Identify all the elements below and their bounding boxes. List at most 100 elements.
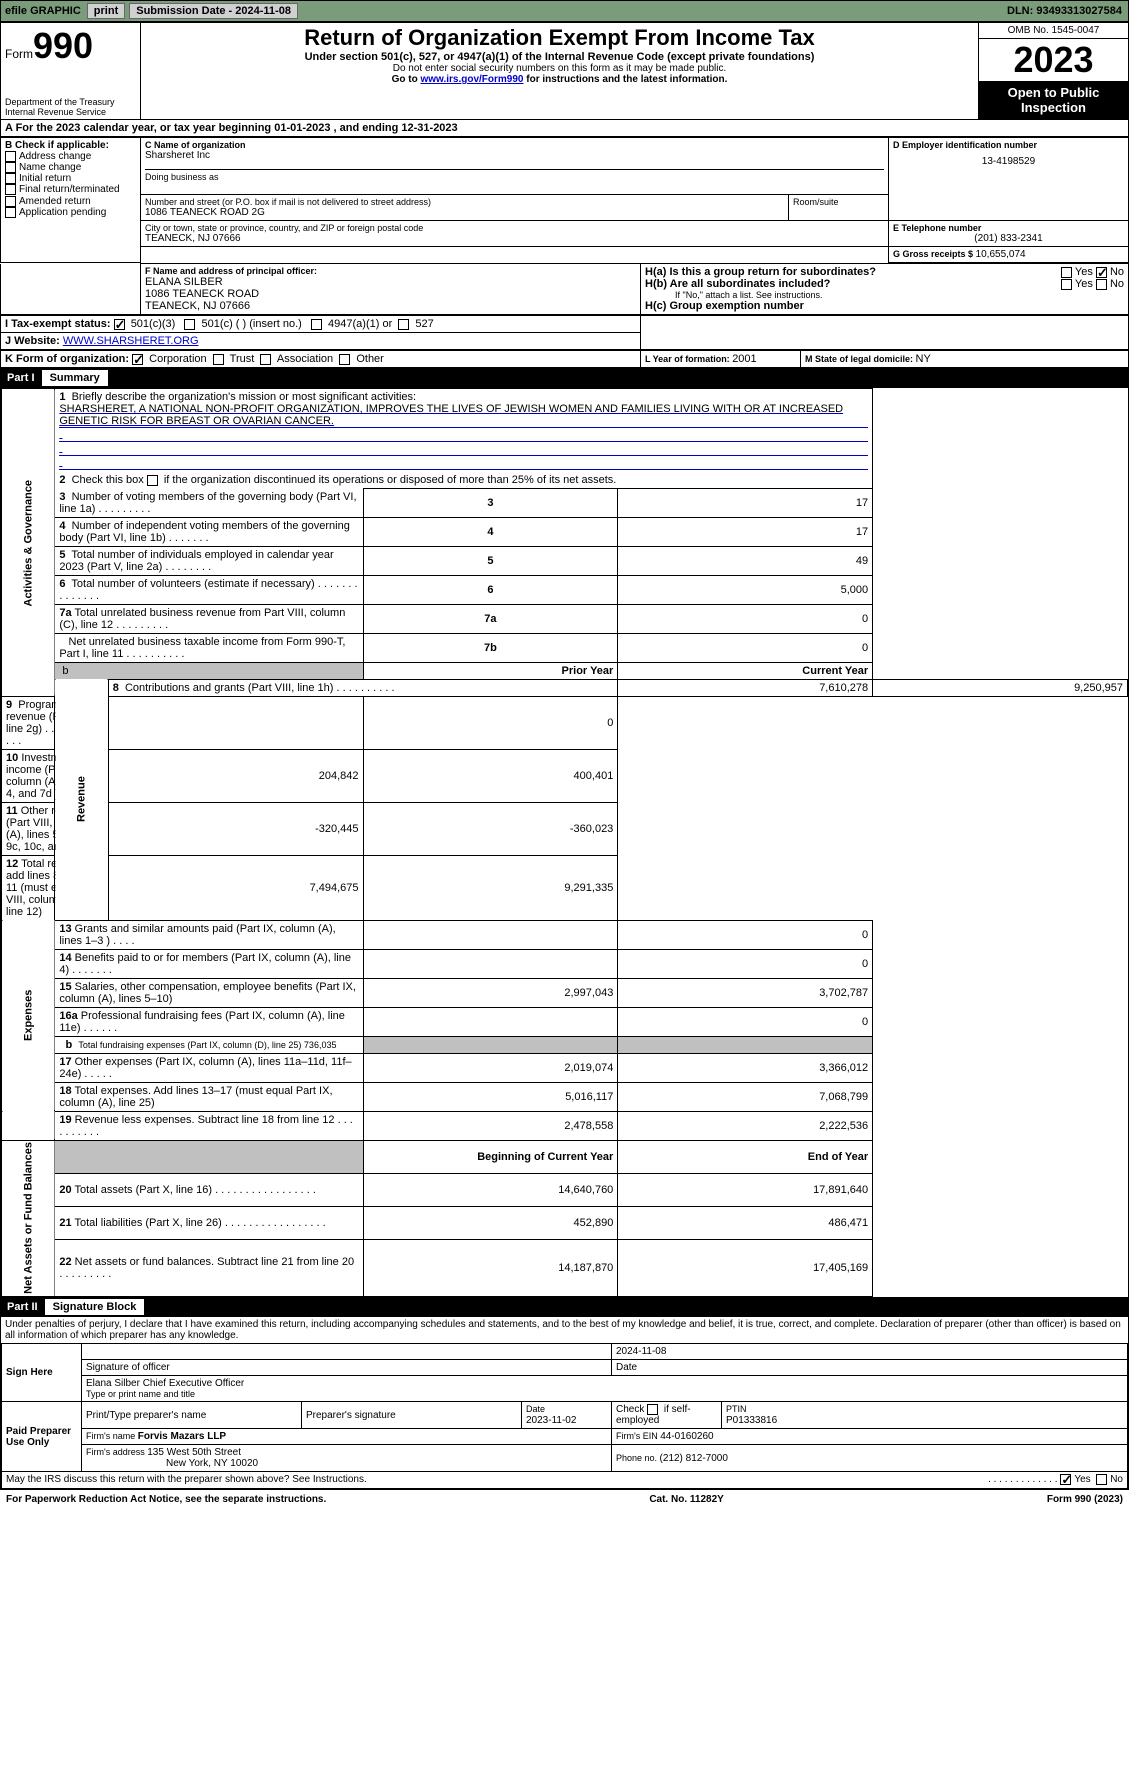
gross-label: G Gross receipts $ — [893, 249, 976, 259]
p12: 7,494,675 — [108, 855, 363, 920]
cb-trust[interactable] — [213, 354, 224, 365]
firm-name-label: Firm's name — [86, 1431, 138, 1441]
prep-sig-label: Preparer's signature — [302, 1402, 522, 1429]
v3: 17 — [618, 489, 873, 518]
phone-value: (212) 812-7000 — [660, 1453, 728, 1464]
c16b-shaded — [618, 1036, 873, 1053]
cb-discuss-no[interactable] — [1096, 1474, 1107, 1485]
mission-text: SHARSHERET, A NATIONAL NON-PROFIT ORGANI… — [59, 403, 868, 428]
p17: 2,019,074 — [363, 1053, 618, 1082]
ein-label: D Employer identification number — [893, 140, 1124, 150]
cb-initial-return[interactable]: Initial return — [5, 173, 136, 184]
line16a: Professional fundraising fees (Part IX, … — [59, 1010, 345, 1034]
section-i-j: I Tax-exempt status: 501(c)(3) 501(c) ( … — [0, 315, 1129, 350]
phone-label: Phone no. — [616, 1453, 660, 1463]
hb-yes[interactable] — [1061, 279, 1072, 290]
c3-label: 501(c)(3) — [131, 318, 176, 330]
top-bar: efile GRAPHIC print Submission Date - 20… — [0, 0, 1129, 22]
vert-exp: Expenses — [2, 920, 55, 1111]
part-i-label: Part I — [7, 372, 35, 384]
h-b: H(b) Are all subordinates included? Yes … — [645, 278, 1124, 290]
inspection-box: Open to Public Inspection — [979, 81, 1128, 119]
vert-net: Net Assets or Fund Balances — [2, 1140, 55, 1297]
cb-other[interactable] — [339, 354, 350, 365]
dln: DLN: 93493313027584 — [1007, 5, 1128, 17]
firm-addr-label: Firm's address — [86, 1447, 147, 1457]
dln-label: DLN: — [1007, 5, 1036, 17]
cb-discuss-yes[interactable] — [1060, 1474, 1071, 1485]
line5: Total number of individuals employed in … — [59, 549, 333, 573]
tel-label: E Telephone number — [893, 223, 1124, 233]
p14 — [363, 949, 618, 978]
line19: Revenue less expenses. Subtract line 18 … — [75, 1114, 335, 1126]
p11: -320,445 — [108, 802, 363, 855]
city-value: TEANECK, NJ 07666 — [145, 233, 884, 244]
mission-blank1 — [59, 428, 868, 442]
cb-address-change[interactable]: Address change — [5, 151, 136, 162]
gross-value: 10,655,074 — [976, 249, 1026, 260]
irs-link[interactable]: www.irs.gov/Form990 — [420, 74, 523, 85]
firm-ein: 44-0160260 — [660, 1431, 713, 1442]
officer-name: ELANA SILBER — [145, 276, 636, 288]
line16b: Total fundraising expenses (Part IX, col… — [78, 1040, 336, 1050]
period-line: A For the 2023 calendar year, or tax yea… — [0, 120, 1129, 137]
cb-app-pending[interactable]: Application pending — [5, 207, 136, 218]
p16b-shaded — [363, 1036, 618, 1053]
cb-label: Amended return — [19, 196, 91, 207]
cb-line2[interactable] — [147, 475, 158, 486]
part-i-header: Part I Summary — [1, 368, 1128, 388]
cb-final-return[interactable]: Final return/terminated — [5, 184, 136, 195]
addr-value: 1086 TEANECK ROAD 2G — [145, 207, 784, 218]
cat-no: Cat. No. 11282Y — [649, 1494, 723, 1505]
cb-label: Address change — [19, 151, 91, 162]
discuss-text: May the IRS discuss this return with the… — [6, 1474, 367, 1485]
m-label: M State of legal domicile: — [805, 354, 916, 364]
cb-4947[interactable] — [311, 319, 322, 330]
submission-date-button[interactable]: Submission Date - 2024-11-08 — [129, 3, 298, 19]
hb-no[interactable] — [1096, 279, 1107, 290]
trust-label: Trust — [230, 353, 255, 365]
sign-here: Sign Here — [2, 1344, 82, 1402]
period-a: A For the 2023 calendar year, or tax yea… — [5, 122, 274, 134]
c19: 2,222,536 — [618, 1111, 873, 1140]
k-label: K Form of organization: — [5, 353, 129, 365]
ha-no[interactable] — [1096, 267, 1107, 278]
name-label: C Name of organization — [145, 140, 884, 150]
cb-527[interactable] — [398, 319, 409, 330]
part-ii-label: Part II — [7, 1301, 38, 1313]
print-button[interactable]: print — [87, 3, 125, 19]
period-mid: , and ending — [334, 122, 402, 134]
v7a: 0 — [618, 604, 873, 633]
goto-note: Go to www.irs.gov/Form990 for instructio… — [145, 74, 974, 85]
cb-501c3[interactable] — [114, 319, 125, 330]
mission-blank3 — [59, 456, 868, 470]
other-label: Other — [356, 353, 384, 365]
v4: 17 — [618, 517, 873, 546]
yes-label: Yes — [1075, 266, 1093, 278]
corp-label: Corporation — [149, 353, 206, 365]
tax-year: 2023 — [979, 39, 1128, 81]
cb-assoc[interactable] — [260, 354, 271, 365]
cb-self-emp[interactable] — [647, 1404, 658, 1415]
sig-table: Sign Here 2024-11-08 Signature of office… — [1, 1343, 1128, 1488]
hb-label: H(b) Are all subordinates included? — [645, 278, 830, 290]
form-title: Return of Organization Exempt From Incom… — [145, 25, 974, 51]
website-link[interactable]: WWW.SHARSHERET.ORG — [63, 335, 199, 347]
section-f-h: F Name and address of principal officer:… — [0, 263, 1129, 315]
section-b-g: B Check if applicable: Address change Na… — [0, 137, 1129, 263]
cb-501c[interactable] — [184, 319, 195, 330]
p22: 14,187,870 — [363, 1240, 618, 1297]
form-ref: Form 990 (2023) — [1047, 1494, 1123, 1505]
paid-preparer: Paid Preparer Use Only — [2, 1402, 82, 1472]
cb-name-change[interactable]: Name change — [5, 162, 136, 173]
cb-amended[interactable]: Amended return — [5, 196, 136, 207]
i-label: I Tax-exempt status: — [5, 318, 111, 330]
ha-yes[interactable] — [1061, 267, 1072, 278]
part-ii-title: Signature Block — [45, 1299, 145, 1315]
cb-corp[interactable] — [132, 354, 143, 365]
sig-officer-label: Signature of officer — [82, 1360, 612, 1376]
line7b: Net unrelated business taxable income fr… — [59, 636, 345, 660]
irs-label: Internal Revenue Service — [5, 107, 136, 117]
part-i-title: Summary — [42, 370, 108, 386]
assoc-label: Association — [277, 353, 333, 365]
